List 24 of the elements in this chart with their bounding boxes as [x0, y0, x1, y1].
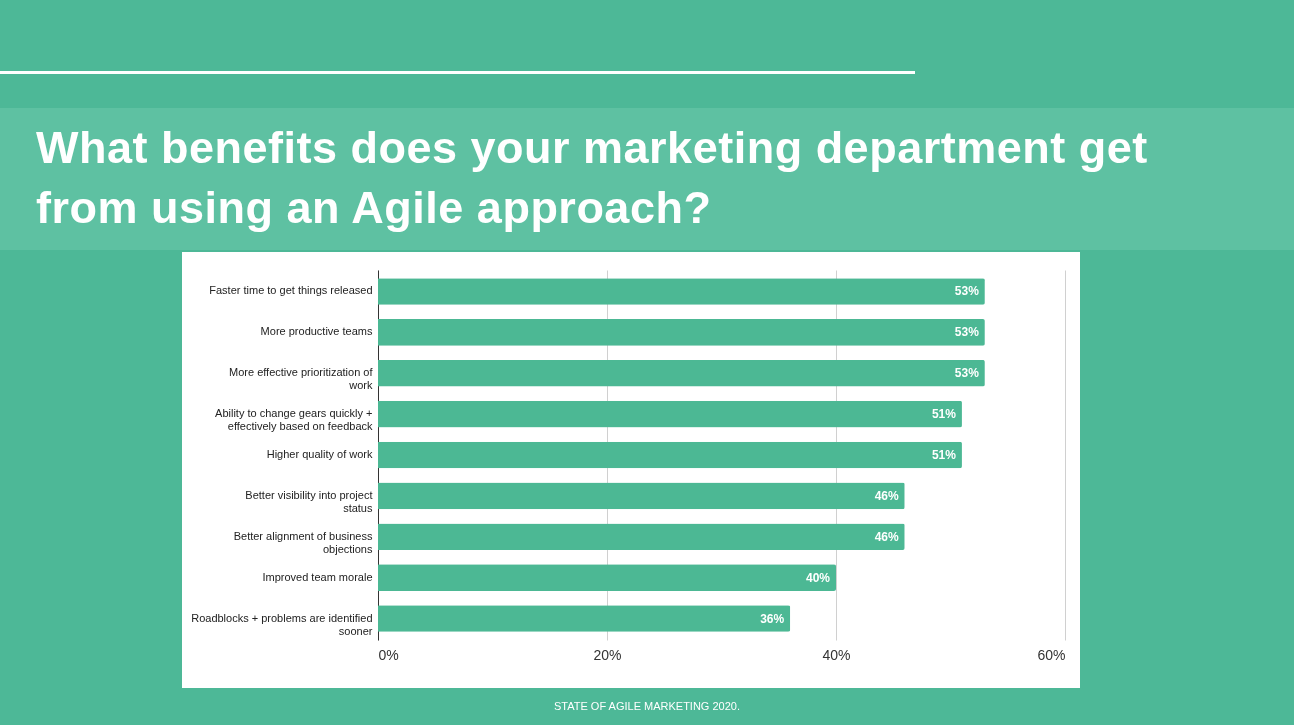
y-tick-label: More effective prioritization of work — [229, 366, 374, 392]
y-tick-label: Better visibility into project status — [245, 488, 373, 514]
chart-title: What benefits does your marketing department get from using an Agile approach? — [0, 108, 1294, 250]
text: STATE OF AGILE MARKETING 2020. — [552, 700, 741, 712]
data-label: 46% — [874, 488, 900, 503]
data-label: 53% — [954, 284, 980, 299]
y-tick-label: Improved team morale — [262, 570, 373, 583]
data-label: 53% — [954, 366, 980, 381]
data-label: 40% — [805, 570, 831, 585]
data-label: 53% — [954, 325, 980, 340]
y-tick-label: Higher quality of work — [266, 448, 373, 460]
data-label: 51% — [931, 407, 957, 422]
y-tick-label: Ability to change gears quickly + effectively based on feedback — [215, 407, 373, 433]
y-tick-label: Roadblocks + problems are identified sooner — [191, 611, 373, 637]
data-label: 51% — [931, 448, 957, 462]
x-tick-label: 60% — [1037, 646, 1066, 663]
data-label: 46% — [874, 529, 900, 544]
y-tick-label: More productive teams — [260, 325, 373, 338]
x-tick-label: 40% — [822, 646, 851, 663]
x-tick-label: 20% — [593, 646, 622, 663]
y-tick-label: Better alignment of business objections — [233, 529, 373, 555]
data-label: 36% — [760, 611, 785, 626]
x-tick-label: 0% — [378, 646, 399, 663]
y-tick-label: Faster time to get things released — [209, 284, 373, 297]
